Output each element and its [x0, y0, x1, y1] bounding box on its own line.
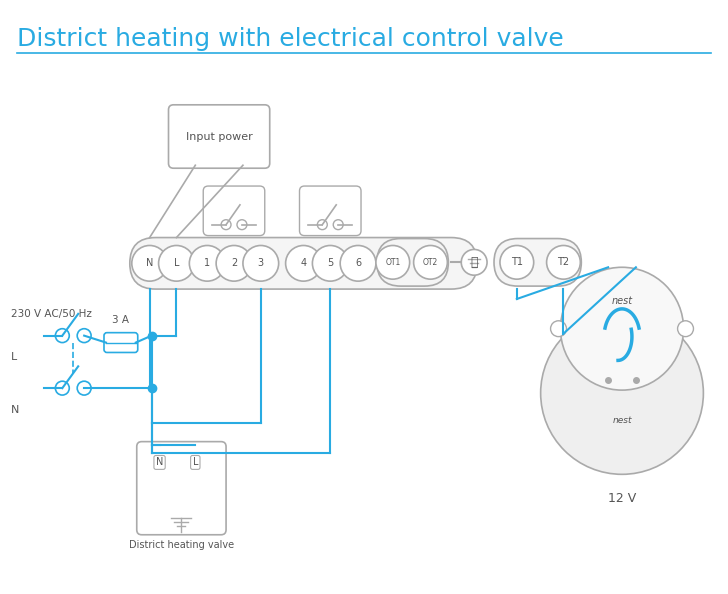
Circle shape [55, 381, 69, 395]
FancyBboxPatch shape [130, 238, 477, 289]
FancyBboxPatch shape [104, 333, 138, 352]
Circle shape [243, 245, 279, 281]
Text: OT1: OT1 [385, 258, 400, 267]
Circle shape [221, 220, 231, 230]
Circle shape [414, 245, 448, 279]
Circle shape [159, 245, 194, 281]
Text: T1: T1 [511, 257, 523, 267]
Circle shape [312, 245, 348, 281]
Circle shape [547, 245, 580, 279]
Circle shape [550, 321, 566, 337]
FancyBboxPatch shape [168, 105, 270, 168]
Text: 1: 1 [204, 258, 210, 268]
Text: Input power: Input power [186, 131, 253, 141]
Circle shape [77, 328, 91, 343]
Circle shape [541, 312, 703, 475]
Circle shape [237, 220, 247, 230]
Circle shape [77, 381, 91, 395]
Circle shape [216, 245, 252, 281]
Text: 4: 4 [301, 258, 306, 268]
Text: 230 V AC/50 Hz: 230 V AC/50 Hz [11, 309, 92, 319]
Text: 3 A: 3 A [112, 315, 130, 325]
Circle shape [132, 245, 167, 281]
Text: OT2: OT2 [423, 258, 438, 267]
Circle shape [333, 220, 343, 230]
Circle shape [462, 249, 487, 275]
Circle shape [678, 321, 694, 337]
Circle shape [285, 245, 321, 281]
Text: 6: 6 [355, 258, 361, 268]
Circle shape [561, 267, 684, 390]
Text: L: L [192, 457, 198, 467]
Text: 5: 5 [327, 258, 333, 268]
Circle shape [55, 328, 69, 343]
Text: 12 V: 12 V [608, 492, 636, 505]
Circle shape [340, 245, 376, 281]
Text: L: L [11, 352, 17, 362]
Text: L: L [174, 258, 179, 268]
Text: 2: 2 [231, 258, 237, 268]
Text: nest: nest [612, 296, 633, 306]
Text: ⏚: ⏚ [470, 256, 478, 269]
Circle shape [500, 245, 534, 279]
Text: N: N [146, 258, 154, 268]
Text: N: N [11, 405, 19, 415]
Text: 3: 3 [258, 258, 264, 268]
Text: T2: T2 [558, 257, 569, 267]
Text: District heating valve: District heating valve [129, 540, 234, 549]
Text: N: N [156, 457, 163, 467]
Circle shape [376, 245, 410, 279]
Circle shape [189, 245, 225, 281]
Circle shape [317, 220, 328, 230]
FancyBboxPatch shape [377, 239, 448, 286]
FancyBboxPatch shape [137, 441, 226, 535]
FancyBboxPatch shape [494, 239, 582, 286]
Text: District heating with electrical control valve: District heating with electrical control… [17, 27, 563, 50]
Text: nest: nest [612, 416, 632, 425]
